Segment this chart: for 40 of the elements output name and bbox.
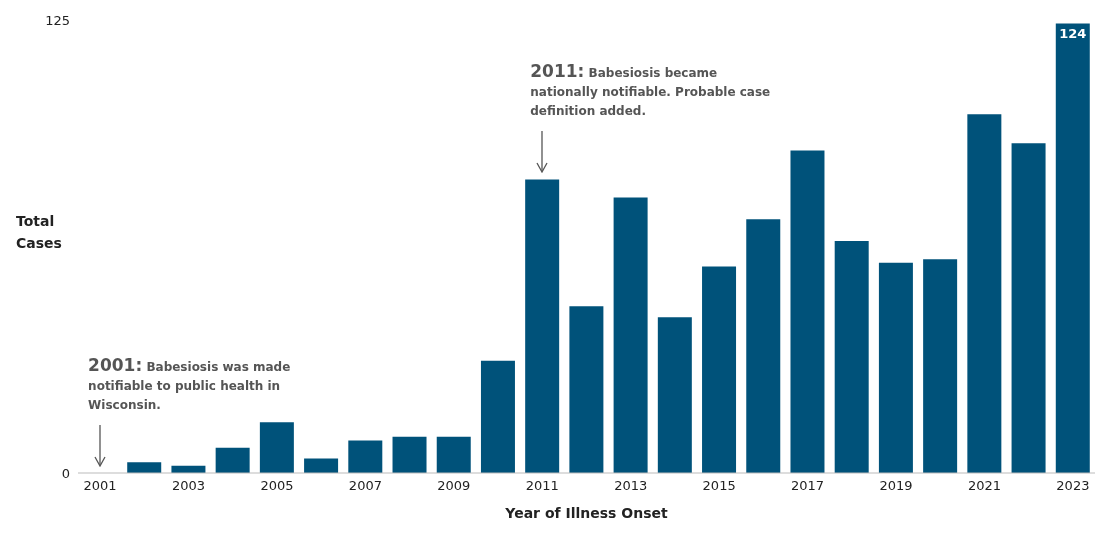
x-tick-label: 2015 xyxy=(702,478,736,494)
bar xyxy=(790,150,825,473)
bar xyxy=(525,179,560,473)
x-tick-label: 2023 xyxy=(1056,478,1090,494)
bar xyxy=(480,360,515,473)
annotation: 2011: Babesiosis became nationally notifiable. Probable case definition added. xyxy=(530,61,771,121)
bar xyxy=(259,422,294,473)
bar xyxy=(657,317,692,473)
bar xyxy=(1011,143,1046,473)
bar xyxy=(304,458,339,473)
bar xyxy=(436,436,471,473)
x-tick-label: 2011 xyxy=(525,478,559,494)
bar xyxy=(1055,23,1090,473)
y-tick-label: 0 xyxy=(61,465,70,481)
y-tick-label: 125 xyxy=(45,12,70,28)
bar xyxy=(878,262,913,473)
x-tick-label: 2003 xyxy=(172,478,206,494)
bar xyxy=(702,266,737,473)
bar xyxy=(348,440,383,473)
x-tick-label: 2013 xyxy=(614,478,648,494)
x-tick-label: 2009 xyxy=(437,478,471,494)
bar xyxy=(613,197,648,473)
bar xyxy=(923,259,958,473)
x-tick-label: 2017 xyxy=(791,478,825,494)
data-label: 124 xyxy=(1059,25,1087,41)
x-tick-label: 2001 xyxy=(83,478,117,494)
bar xyxy=(834,241,869,473)
x-tick-label: 2005 xyxy=(260,478,294,494)
bar xyxy=(392,436,427,473)
y-axis-title: Total Cases xyxy=(16,212,63,254)
bar xyxy=(746,219,781,473)
x-axis-title: Year of Illness Onset xyxy=(504,505,668,521)
x-tick-label: 2021 xyxy=(967,478,1001,494)
bar xyxy=(569,306,604,473)
x-tick-label: 2007 xyxy=(348,478,382,494)
annotation: 2001: Babesiosis was made notifiable to public health in Wisconsin. xyxy=(88,355,292,414)
bar xyxy=(967,114,1002,473)
bar xyxy=(215,447,250,473)
x-tick-label: 2019 xyxy=(879,478,913,494)
bar xyxy=(127,462,162,473)
